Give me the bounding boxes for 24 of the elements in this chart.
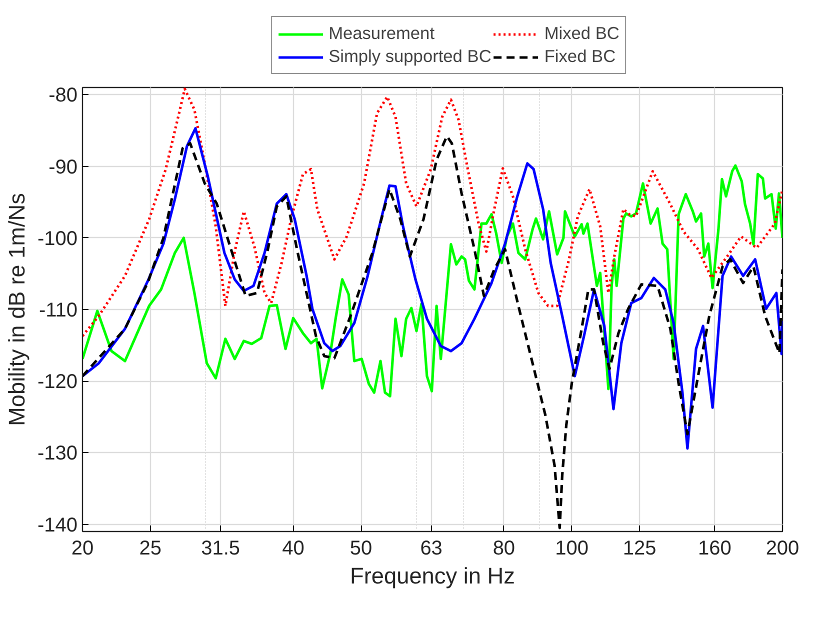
x-axis-title: Frequency in Hz <box>350 562 515 588</box>
legend-label: Mixed BC <box>544 23 620 44</box>
x-tick-label: 100 <box>555 538 588 560</box>
legend-label: Measurement <box>328 23 435 44</box>
x-tick-label: 40 <box>282 538 304 560</box>
x-tick-label: 50 <box>350 538 372 560</box>
x-tick-label: 125 <box>622 538 656 560</box>
x-tick-label: 200 <box>766 538 800 560</box>
y-axis-title: Mobility in dB re 1m/Ns <box>3 193 30 426</box>
y-tick-label: -100 <box>37 228 78 250</box>
y-tick-label: -80 <box>48 84 78 107</box>
legend-label: Fixed BC <box>544 46 616 67</box>
y-tick-label: -110 <box>38 300 78 322</box>
x-tick-label: 63 <box>420 538 442 560</box>
x-tick-label: 31.5 <box>201 538 240 560</box>
y-tick-label: -130 <box>37 442 78 465</box>
y-tick-label: -90 <box>48 156 78 178</box>
x-tick-label: 20 <box>71 538 94 560</box>
legend-label: Simply supported BC <box>328 46 492 67</box>
x-tick-label: 160 <box>698 538 732 560</box>
y-tick-label: -140 <box>37 514 78 536</box>
y-tick-label: -120 <box>37 371 78 394</box>
x-tick-label: 80 <box>492 538 516 560</box>
x-tick-label: 25 <box>139 538 162 560</box>
